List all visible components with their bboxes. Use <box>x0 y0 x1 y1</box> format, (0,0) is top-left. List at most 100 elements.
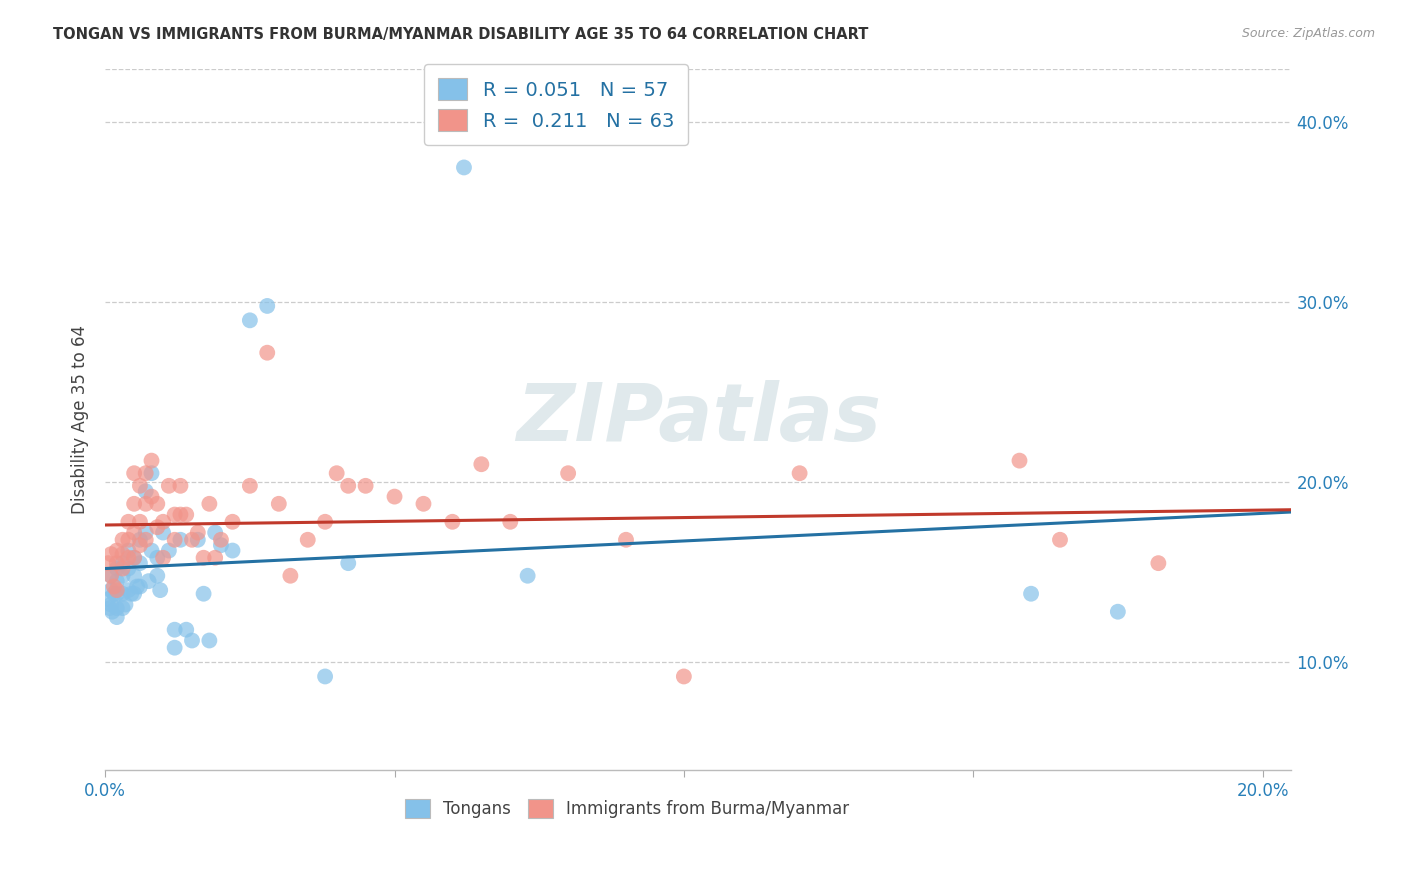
Point <box>297 533 319 547</box>
Point <box>1008 453 1031 467</box>
Text: TONGAN VS IMMIGRANTS FROM BURMA/MYANMAR DISABILITY AGE 35 TO 64 CORRELATION CHAR: TONGAN VS IMMIGRANTS FROM BURMA/MYANMAR … <box>53 27 869 42</box>
Point <box>169 479 191 493</box>
Point <box>111 601 134 615</box>
Point <box>1147 556 1170 570</box>
Point <box>181 633 204 648</box>
Point <box>174 623 197 637</box>
Point <box>105 561 128 575</box>
Point <box>105 610 128 624</box>
Point <box>122 550 145 565</box>
Point <box>105 556 128 570</box>
Point <box>146 550 169 565</box>
Point <box>117 550 139 565</box>
Point <box>187 533 209 547</box>
Point <box>157 543 180 558</box>
Point <box>163 508 186 522</box>
Point <box>117 583 139 598</box>
Point <box>169 508 191 522</box>
Point <box>163 533 186 547</box>
Point <box>111 561 134 575</box>
Point <box>141 490 163 504</box>
Point <box>117 533 139 547</box>
Point <box>314 669 336 683</box>
Text: ZIPatlas: ZIPatlas <box>516 380 880 458</box>
Point <box>256 299 278 313</box>
Point <box>221 515 243 529</box>
Point <box>135 484 157 499</box>
Point <box>129 556 152 570</box>
Point <box>337 556 360 570</box>
Point <box>152 515 174 529</box>
Point <box>384 490 406 504</box>
Point <box>120 587 142 601</box>
Point <box>125 580 148 594</box>
Point <box>789 467 811 481</box>
Point <box>135 533 157 547</box>
Point <box>111 556 134 570</box>
Point <box>117 543 139 558</box>
Point <box>100 568 122 582</box>
Point <box>516 568 538 582</box>
Point <box>163 640 186 655</box>
Point <box>141 453 163 467</box>
Point <box>100 598 122 612</box>
Point <box>325 467 347 481</box>
Point <box>105 601 128 615</box>
Point <box>117 561 139 575</box>
Point <box>1019 587 1042 601</box>
Point <box>135 525 157 540</box>
Point <box>111 587 134 601</box>
Point <box>100 583 122 598</box>
Text: Source: ZipAtlas.com: Source: ZipAtlas.com <box>1241 27 1375 40</box>
Point <box>239 313 262 327</box>
Point <box>111 533 134 547</box>
Point <box>239 479 262 493</box>
Point <box>412 497 434 511</box>
Point <box>114 598 136 612</box>
Point <box>256 345 278 359</box>
Point <box>204 550 226 565</box>
Point <box>129 479 152 493</box>
Point <box>141 467 163 481</box>
Point <box>122 568 145 582</box>
Point <box>557 467 579 481</box>
Point <box>101 605 124 619</box>
Point <box>152 525 174 540</box>
Point <box>193 587 215 601</box>
Point <box>174 508 197 522</box>
Point <box>141 543 163 558</box>
Point <box>314 515 336 529</box>
Point <box>100 568 122 582</box>
Point <box>135 467 157 481</box>
Point <box>169 533 191 547</box>
Point <box>470 457 492 471</box>
Y-axis label: Disability Age 35 to 64: Disability Age 35 to 64 <box>72 325 89 514</box>
Point <box>193 550 215 565</box>
Point <box>198 497 221 511</box>
Point <box>111 547 134 561</box>
Point <box>187 525 209 540</box>
Point <box>122 467 145 481</box>
Point <box>499 515 522 529</box>
Point <box>111 568 134 582</box>
Point <box>149 583 172 598</box>
Point <box>1049 533 1071 547</box>
Point <box>129 538 152 552</box>
Point <box>337 479 360 493</box>
Point <box>100 547 122 561</box>
Point <box>146 520 169 534</box>
Point <box>103 587 125 601</box>
Point <box>672 669 695 683</box>
Point <box>163 623 186 637</box>
Point <box>105 574 128 589</box>
Point <box>122 550 145 565</box>
Point <box>221 543 243 558</box>
Point <box>267 497 290 511</box>
Point <box>129 515 152 529</box>
Legend: Tongans, Immigrants from Burma/Myanmar: Tongans, Immigrants from Burma/Myanmar <box>398 793 856 825</box>
Point <box>209 533 232 547</box>
Point <box>117 515 139 529</box>
Point <box>97 592 120 607</box>
Point <box>105 587 128 601</box>
Point <box>152 550 174 565</box>
